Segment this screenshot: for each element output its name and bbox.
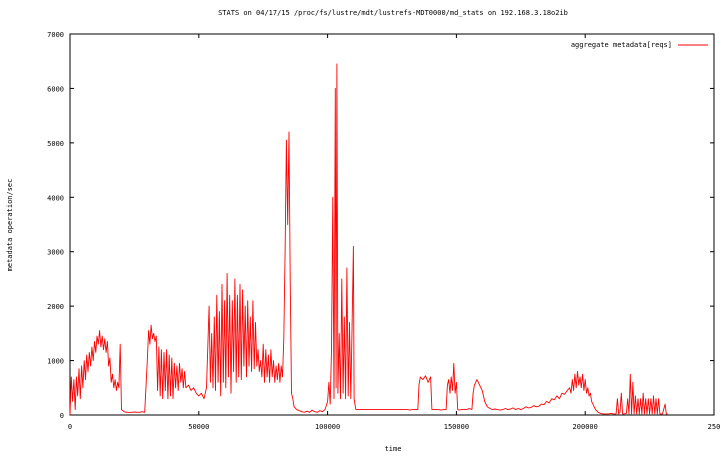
y-tick-label: 4000 [47, 194, 64, 202]
series-line-aggregate-metadata [69, 63, 668, 416]
y-tick-label: 5000 [47, 140, 64, 148]
y-tick-label: 7000 [47, 31, 64, 39]
x-tick-label: 50000 [188, 423, 209, 431]
legend-label: aggregate metadata[reqs] [571, 41, 672, 49]
x-tick-label: 0 [68, 423, 72, 431]
x-tick-label: 250 [708, 423, 721, 431]
chart-title: STATS on 04/17/15 /proc/fs/lustre/mdt/lu… [218, 9, 568, 17]
y-tick-labels: 0 1000 2000 3000 4000 5000 6000 7000 [47, 31, 64, 420]
x-axis-label: time [385, 445, 402, 453]
x-tick-label: 200000 [573, 423, 598, 431]
x-tick-labels: 0 50000 100000 150000 200000 250 [68, 423, 720, 431]
y-tick-label: 0 [60, 412, 64, 420]
legend: aggregate metadata[reqs] [571, 41, 708, 49]
y-axis-label: metadata operation/sec [6, 179, 14, 272]
plot-area [69, 33, 715, 416]
y-tick-label: 1000 [47, 358, 64, 366]
x-tick-label: 150000 [444, 423, 469, 431]
y-tick-label: 6000 [47, 85, 64, 93]
y-tick-label: 2000 [47, 303, 64, 311]
x-tick-label: 100000 [315, 423, 340, 431]
y-tick-label: 3000 [47, 249, 64, 257]
